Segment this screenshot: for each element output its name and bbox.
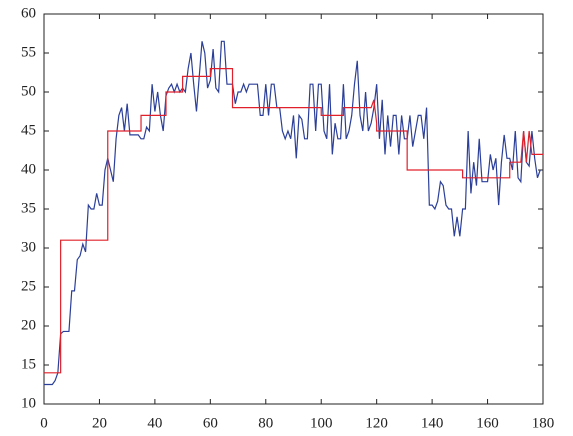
y-tick-label: 45	[21, 122, 36, 138]
x-tick-label: 80	[258, 415, 273, 431]
y-tick-label: 25	[21, 278, 36, 294]
y-tick-label: 35	[21, 200, 36, 216]
y-tick-label: 15	[21, 356, 36, 372]
x-tick-label: 140	[421, 415, 444, 431]
x-tick-label: 180	[532, 415, 555, 431]
x-tick-label: 160	[476, 415, 499, 431]
x-tick-label: 100	[310, 415, 333, 431]
series-line	[44, 68, 543, 374]
x-tick-label: 40	[147, 415, 162, 431]
x-tick-label: 60	[203, 415, 218, 431]
y-tick-label: 10	[21, 395, 36, 411]
y-tick-label: 50	[21, 83, 36, 99]
y-tick-label: 55	[21, 44, 36, 60]
x-tick-label: 20	[92, 415, 107, 431]
x-tick-label: 120	[365, 415, 388, 431]
plot-frame	[43, 13, 544, 405]
y-tick-label: 40	[21, 161, 36, 177]
series-line	[44, 40, 541, 386]
y-tick-label: 20	[21, 317, 36, 333]
y-tick-label: 30	[21, 239, 36, 255]
y-tick-label: 60	[21, 5, 36, 21]
x-tick-label: 0	[40, 415, 48, 431]
